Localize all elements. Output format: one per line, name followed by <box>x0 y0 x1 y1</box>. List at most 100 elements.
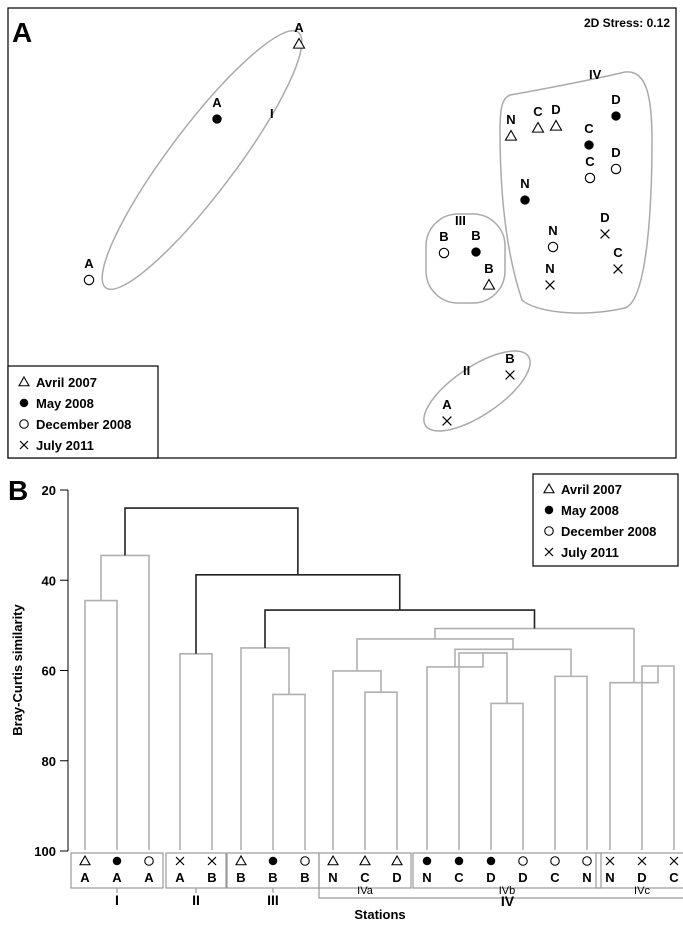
point-label: N <box>506 112 515 127</box>
group-bracket-iv <box>318 888 683 899</box>
legend-marker <box>18 375 30 387</box>
dendrogram-link <box>84 599 118 850</box>
leaf-label: A <box>144 870 154 885</box>
leaf-label: D <box>486 870 495 885</box>
point-label: A <box>84 256 94 271</box>
group-hull-iii <box>425 213 506 304</box>
legend-label: July 2011 <box>561 545 619 560</box>
point-marker <box>584 140 594 150</box>
legend-marker <box>544 547 554 557</box>
subgroup-box <box>318 852 412 889</box>
point-label: N <box>548 223 557 238</box>
panel-label-b: B <box>8 475 28 506</box>
point-label: A <box>442 397 452 412</box>
point-marker <box>482 278 496 290</box>
leaf-label: N <box>605 870 614 885</box>
leaf-label: C <box>550 870 560 885</box>
leaf-marker <box>486 856 496 866</box>
leaf-label: B <box>236 870 245 885</box>
point-marker <box>545 280 555 290</box>
nmds-frame <box>7 7 677 459</box>
point-marker <box>600 229 610 239</box>
legend-marker <box>543 482 555 494</box>
leaf-marker <box>669 856 679 866</box>
point-label: N <box>545 261 554 276</box>
point-label: B <box>471 228 480 243</box>
point-marker <box>292 37 306 49</box>
leaf-label: A <box>112 870 122 885</box>
y-tick-label: 80 <box>42 754 56 769</box>
leaf-marker <box>268 856 278 866</box>
leaf-label: C <box>454 870 464 885</box>
leaf-marker <box>327 854 339 866</box>
leaf-label: D <box>392 870 401 885</box>
y-tick-label: 100 <box>34 844 56 859</box>
point-marker <box>584 172 596 184</box>
point-marker <box>471 247 481 257</box>
dendrogram-link <box>364 691 398 850</box>
leaf-label: C <box>669 870 679 885</box>
point-label: D <box>600 210 609 225</box>
leaf-label: N <box>422 870 431 885</box>
leaf-label: B <box>268 870 277 885</box>
dendrogram-link <box>332 670 382 850</box>
leaf-marker <box>112 856 122 866</box>
point-marker <box>83 274 95 286</box>
point-label: A <box>212 95 222 110</box>
dendrogram-link <box>458 652 508 850</box>
group-ellipse-ii <box>423 350 531 432</box>
leaf-marker <box>79 854 91 866</box>
dendrogram-link <box>100 554 150 850</box>
panel-label-a: A <box>12 17 32 48</box>
legend-label: Avril 2007 <box>36 375 97 390</box>
dendrogram-link <box>124 507 299 575</box>
point-marker <box>610 163 622 175</box>
dendrogram-link <box>641 665 675 850</box>
legend-a <box>7 365 159 459</box>
leaf-marker <box>207 856 217 866</box>
leaf-marker <box>550 856 560 866</box>
point-label: B <box>484 261 493 276</box>
point-marker <box>613 264 623 274</box>
leaf-marker <box>605 856 615 866</box>
leaf-marker <box>518 856 528 866</box>
dendrogram-link <box>195 574 401 654</box>
group-label: IV <box>501 893 515 909</box>
point-label: C <box>584 121 594 136</box>
leaf-label: B <box>300 870 309 885</box>
point-label: D <box>551 102 560 117</box>
dendrogram-link <box>490 702 524 850</box>
group-label-ii: II <box>463 363 470 378</box>
leaf-label: N <box>582 870 591 885</box>
legend-label: July 2011 <box>36 438 94 453</box>
group-label: I <box>115 892 119 908</box>
legend-marker <box>544 505 554 515</box>
point-marker <box>611 111 621 121</box>
point-marker <box>520 195 530 205</box>
leaf-marker <box>422 856 432 866</box>
point-marker <box>212 114 222 124</box>
group-hull-iv <box>499 71 653 314</box>
stress-label: 2D Stress: 0.12 <box>584 16 670 30</box>
dendrogram-link <box>609 665 659 850</box>
point-marker <box>442 416 452 426</box>
point-label: D <box>611 92 620 107</box>
leaf-label: D <box>518 870 527 885</box>
legend-label: May 2008 <box>561 503 619 518</box>
leaf-marker <box>144 856 154 866</box>
subgroup-label: IVa <box>357 885 374 897</box>
point-label: C <box>613 245 623 260</box>
x-axis-label: Stations <box>354 907 405 922</box>
leaf-marker <box>300 856 310 866</box>
point-label: C <box>585 154 595 169</box>
legend-marker <box>544 526 554 536</box>
legend-label: Avril 2007 <box>561 482 622 497</box>
point-marker <box>504 129 518 141</box>
point-marker <box>505 370 515 380</box>
y-tick-label: 20 <box>42 483 56 498</box>
legend-label: May 2008 <box>36 396 94 411</box>
leaf-marker <box>235 854 247 866</box>
subgroup-label: IVb <box>499 885 516 897</box>
